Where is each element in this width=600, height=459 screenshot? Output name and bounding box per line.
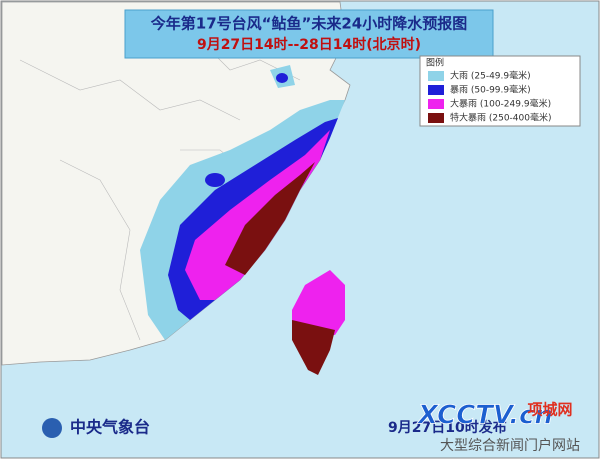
legend-label: 大雨 (25-49.9毫米) bbox=[450, 70, 531, 82]
rain-band bbox=[225, 162, 315, 275]
title-box bbox=[124, 9, 494, 59]
title: 今年第17号台风“鲇鱼”未来24小时降水预报图 bbox=[150, 15, 467, 33]
watermark-slogan: 大型综合新闻门户网站 bbox=[440, 437, 580, 454]
legend-swatch bbox=[428, 99, 444, 109]
subtitle: 9月27日14时--28日14时(北京时) bbox=[197, 36, 421, 53]
agency: 中央气象台 bbox=[70, 418, 150, 437]
issued: 9月27日10时发布 bbox=[388, 419, 507, 436]
rain-band bbox=[292, 320, 335, 375]
agency-logo bbox=[42, 418, 62, 438]
legend-label: 暴雨 (50-99.9毫米) bbox=[450, 84, 531, 96]
legend-swatch bbox=[428, 113, 444, 123]
legend-swatch bbox=[428, 85, 444, 95]
rain-band bbox=[292, 270, 345, 335]
rain-band bbox=[276, 73, 288, 83]
rain-band bbox=[205, 173, 225, 187]
watermark-site: 项城网 bbox=[527, 401, 572, 419]
legend-label: 大暴雨 (100-249.9毫米) bbox=[450, 98, 551, 110]
legend-box bbox=[419, 55, 581, 127]
watermark-logo: XCCTV.cn bbox=[416, 401, 553, 431]
legend-swatch bbox=[428, 71, 444, 81]
legend-label: 特大暴雨 (250-400毫米) bbox=[450, 112, 552, 124]
legend-title: 图例 bbox=[426, 57, 444, 69]
